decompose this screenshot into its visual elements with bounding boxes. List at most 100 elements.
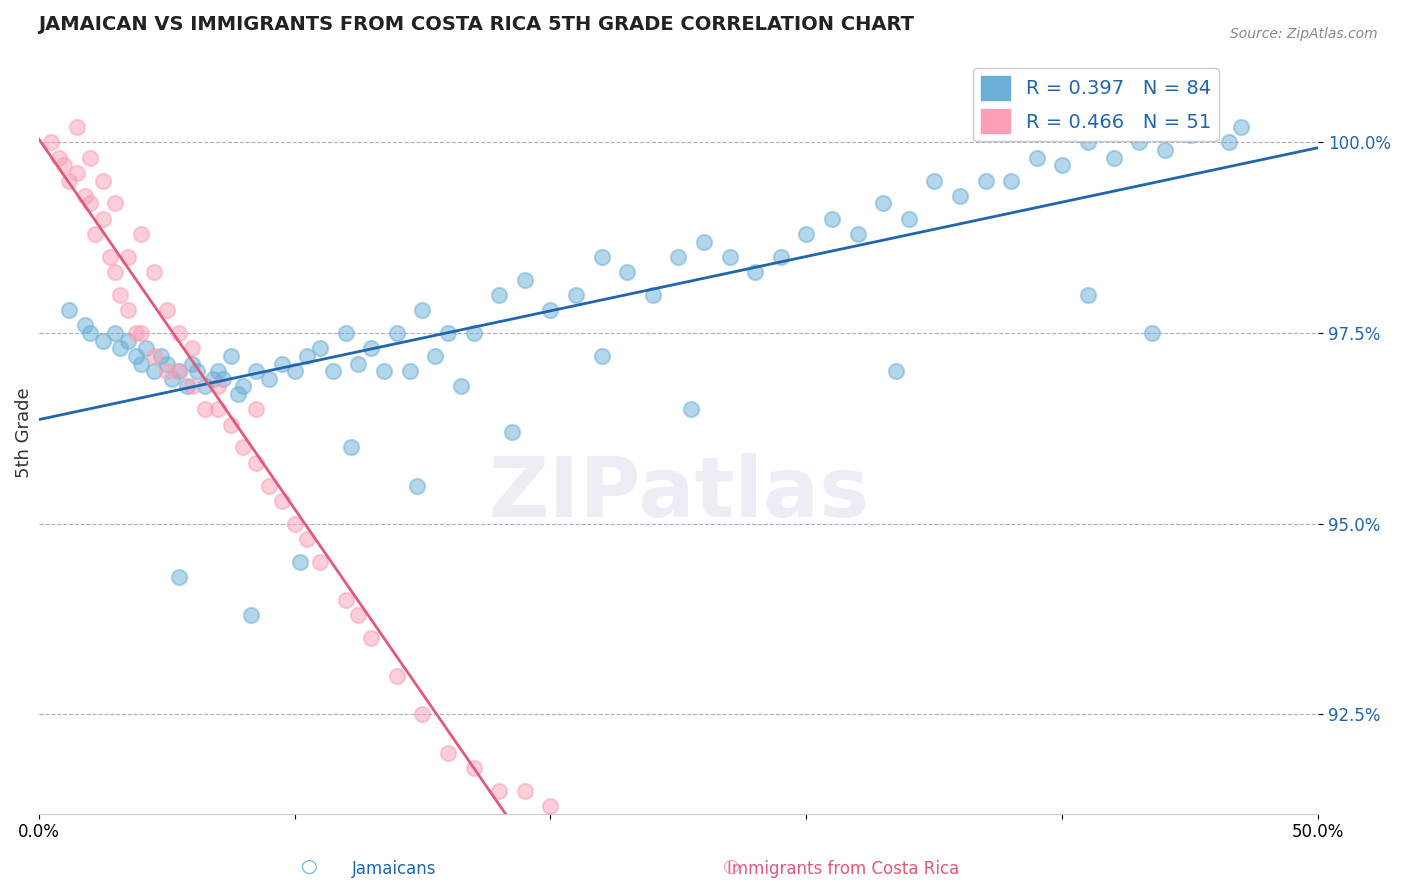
Point (463, 326, 485, 340)
Point (207, 402, 229, 417)
Point (155, 303, 177, 318)
Point (169, 364, 191, 378)
Text: ○: ○ (723, 857, 740, 876)
Point (91, 334, 114, 348)
Legend: R = 0.397   N = 84, R = 0.466   N = 51: R = 0.397 N = 84, R = 0.466 N = 51 (973, 68, 1219, 141)
Point (1102, 151, 1125, 165)
Point (104, 326, 127, 340)
Point (297, 349, 319, 363)
Point (437, 326, 460, 340)
Point (769, 250, 792, 264)
Point (718, 250, 741, 264)
Text: Source: ZipAtlas.com: Source: ZipAtlas.com (1230, 27, 1378, 41)
Point (385, 326, 408, 340)
Text: ○: ○ (301, 857, 318, 876)
Point (155, 364, 177, 378)
Text: Immigrants from Costa Rica: Immigrants from Costa Rica (727, 860, 960, 878)
Point (245, 402, 267, 417)
Point (58, 303, 80, 318)
Point (66, 166, 89, 180)
Point (219, 417, 242, 432)
Point (155, 357, 177, 371)
Point (1218, 136, 1240, 150)
Point (226, 387, 249, 401)
Point (41, 136, 63, 150)
Point (48, 151, 70, 165)
Point (257, 478, 280, 492)
Point (1128, 136, 1150, 150)
Point (450, 379, 472, 393)
Point (309, 341, 332, 355)
Point (270, 494, 292, 508)
Point (872, 196, 894, 211)
Text: JAMAICAN VS IMMIGRANTS FROM COSTA RICA 5TH GRADE CORRELATION CHART: JAMAICAN VS IMMIGRANTS FROM COSTA RICA 5… (38, 15, 914, 34)
Point (125, 326, 148, 340)
Point (1025, 151, 1047, 165)
Point (110, 341, 132, 355)
Point (207, 364, 229, 378)
Point (129, 326, 152, 340)
Point (283, 516, 305, 531)
Point (641, 288, 664, 302)
Point (846, 227, 869, 241)
Point (1180, 128, 1202, 142)
Point (232, 441, 254, 455)
Point (1052, 158, 1074, 172)
Point (160, 372, 183, 386)
Point (1000, 173, 1022, 187)
Point (322, 364, 344, 378)
Point (565, 288, 588, 302)
Point (117, 334, 139, 348)
Point (125, 349, 148, 363)
Point (181, 341, 204, 355)
Point (150, 349, 173, 363)
Point (211, 372, 233, 386)
Point (373, 364, 395, 378)
Point (79, 151, 101, 165)
Point (176, 379, 198, 393)
Point (245, 364, 267, 378)
Point (104, 196, 127, 211)
Point (169, 364, 191, 378)
Point (98, 250, 121, 264)
Point (240, 608, 263, 623)
Point (488, 288, 510, 302)
Text: Jamaicans: Jamaicans (352, 860, 436, 878)
Point (668, 250, 690, 264)
Y-axis label: 5th Grade: 5th Grade (15, 387, 32, 477)
Point (219, 349, 242, 363)
Point (398, 364, 420, 378)
Point (53, 158, 76, 172)
Point (58, 173, 80, 187)
Point (335, 593, 357, 607)
Point (538, 799, 561, 814)
Point (117, 250, 139, 264)
Point (884, 364, 907, 378)
Point (66, 120, 89, 134)
Point (360, 341, 382, 355)
Point (501, 425, 523, 440)
Point (340, 441, 363, 455)
Point (142, 349, 165, 363)
Point (821, 211, 844, 226)
Point (79, 196, 101, 211)
Point (110, 288, 132, 302)
Point (181, 357, 204, 371)
Point (385, 669, 408, 683)
Point (538, 303, 561, 318)
Point (186, 364, 208, 378)
Point (513, 273, 536, 287)
Point (207, 379, 229, 393)
Point (142, 364, 165, 378)
Point (232, 379, 254, 393)
Point (73, 318, 96, 333)
Point (406, 478, 429, 492)
Point (681, 402, 703, 417)
Point (1140, 326, 1163, 340)
Point (1077, 288, 1099, 302)
Point (1230, 120, 1253, 134)
Point (347, 608, 370, 623)
Point (129, 357, 152, 371)
Point (104, 265, 127, 279)
Point (194, 379, 217, 393)
